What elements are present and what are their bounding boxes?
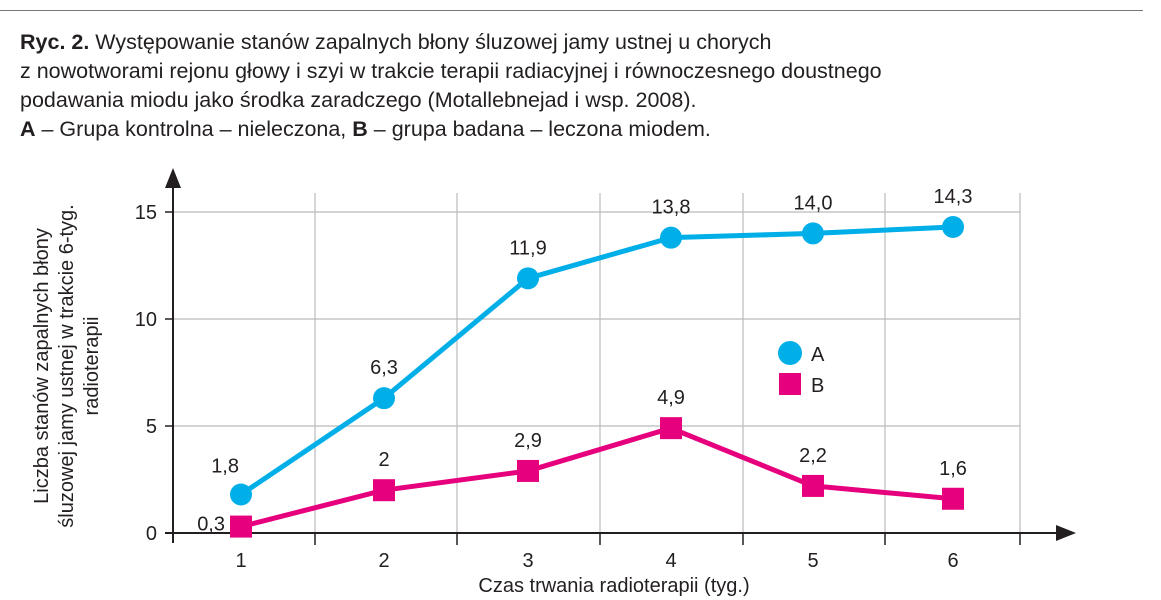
x-axis-arrow [1056, 525, 1076, 541]
data-point-A [660, 226, 682, 249]
y-tick-label: 10 [135, 309, 157, 331]
data-point-B [660, 417, 682, 440]
caption-a-label: A [20, 117, 36, 141]
y-tick-label: 0 [146, 523, 157, 545]
data-label: 14,3 [934, 186, 973, 208]
data-point-A [517, 267, 539, 290]
x-tick-label: 4 [665, 550, 676, 572]
data-label: 0,3 [197, 514, 225, 536]
data-label: 11,9 [509, 237, 546, 259]
data-point-B [230, 515, 252, 538]
y-tick-label: 5 [146, 416, 157, 438]
top-rule [0, 10, 1143, 11]
data-label: 6,3 [370, 357, 398, 379]
x-tick-label: 5 [807, 550, 818, 572]
data-point-B [802, 474, 824, 497]
legend-label: B [811, 375, 824, 397]
caption-line-1: Występowanie stanów zapalnych błony śluz… [89, 30, 772, 54]
legend-marker-B [779, 373, 801, 395]
caption-b-text: – grupa badana – leczona miodem. [367, 117, 711, 141]
y-axis-label: radioterapii [81, 317, 103, 416]
data-label: 1,6 [939, 458, 967, 480]
data-point-B [517, 459, 539, 482]
data-point-B [373, 479, 395, 502]
x-tick-label: 6 [947, 550, 958, 572]
data-point-A [802, 222, 824, 245]
caption-a-text: – Grupa kontrolna – nieleczona, [35, 117, 353, 141]
x-tick-label: 3 [522, 550, 533, 572]
legend-label: A [811, 344, 825, 366]
x-tick-label: 1 [235, 550, 246, 572]
data-label: 13,8 [652, 197, 691, 219]
caption-line-3: podawania miodu jako środka zaradczego (… [20, 88, 697, 112]
data-label: 2,9 [514, 430, 542, 452]
x-tick-label: 2 [378, 550, 389, 572]
legend-marker-A [778, 341, 802, 365]
data-label: 4,9 [657, 387, 685, 409]
data-label: 2 [378, 449, 389, 471]
series-line-A [239, 224, 954, 497]
data-point-B [942, 487, 964, 510]
figure-caption: Ryc. 2. Występowanie stanów zapalnych bł… [20, 28, 1150, 144]
y-axis-arrow [165, 168, 181, 188]
y-axis-label: Liczba stanów zapalnych błony [31, 228, 53, 504]
caption-b-label: B [352, 117, 368, 141]
series-line-B [240, 425, 954, 530]
y-tick-label: 15 [135, 202, 157, 224]
data-label: 1,8 [211, 455, 239, 477]
data-point-A [373, 387, 395, 410]
caption-line-2: z nowotworami rejonu głowy i szyi w trak… [20, 59, 882, 83]
y-axis-label: śluzowej jamy ustnej w trakcie 6-tyg. [56, 204, 78, 527]
data-label: 14,0 [794, 192, 833, 214]
figure-number: Ryc. 2. [20, 30, 90, 54]
x-axis-label: Czas trwania radioterapii (tyg.) [478, 575, 749, 597]
data-point-A [230, 483, 252, 506]
data-point-A [942, 215, 964, 238]
data-label: 2,2 [799, 445, 827, 467]
